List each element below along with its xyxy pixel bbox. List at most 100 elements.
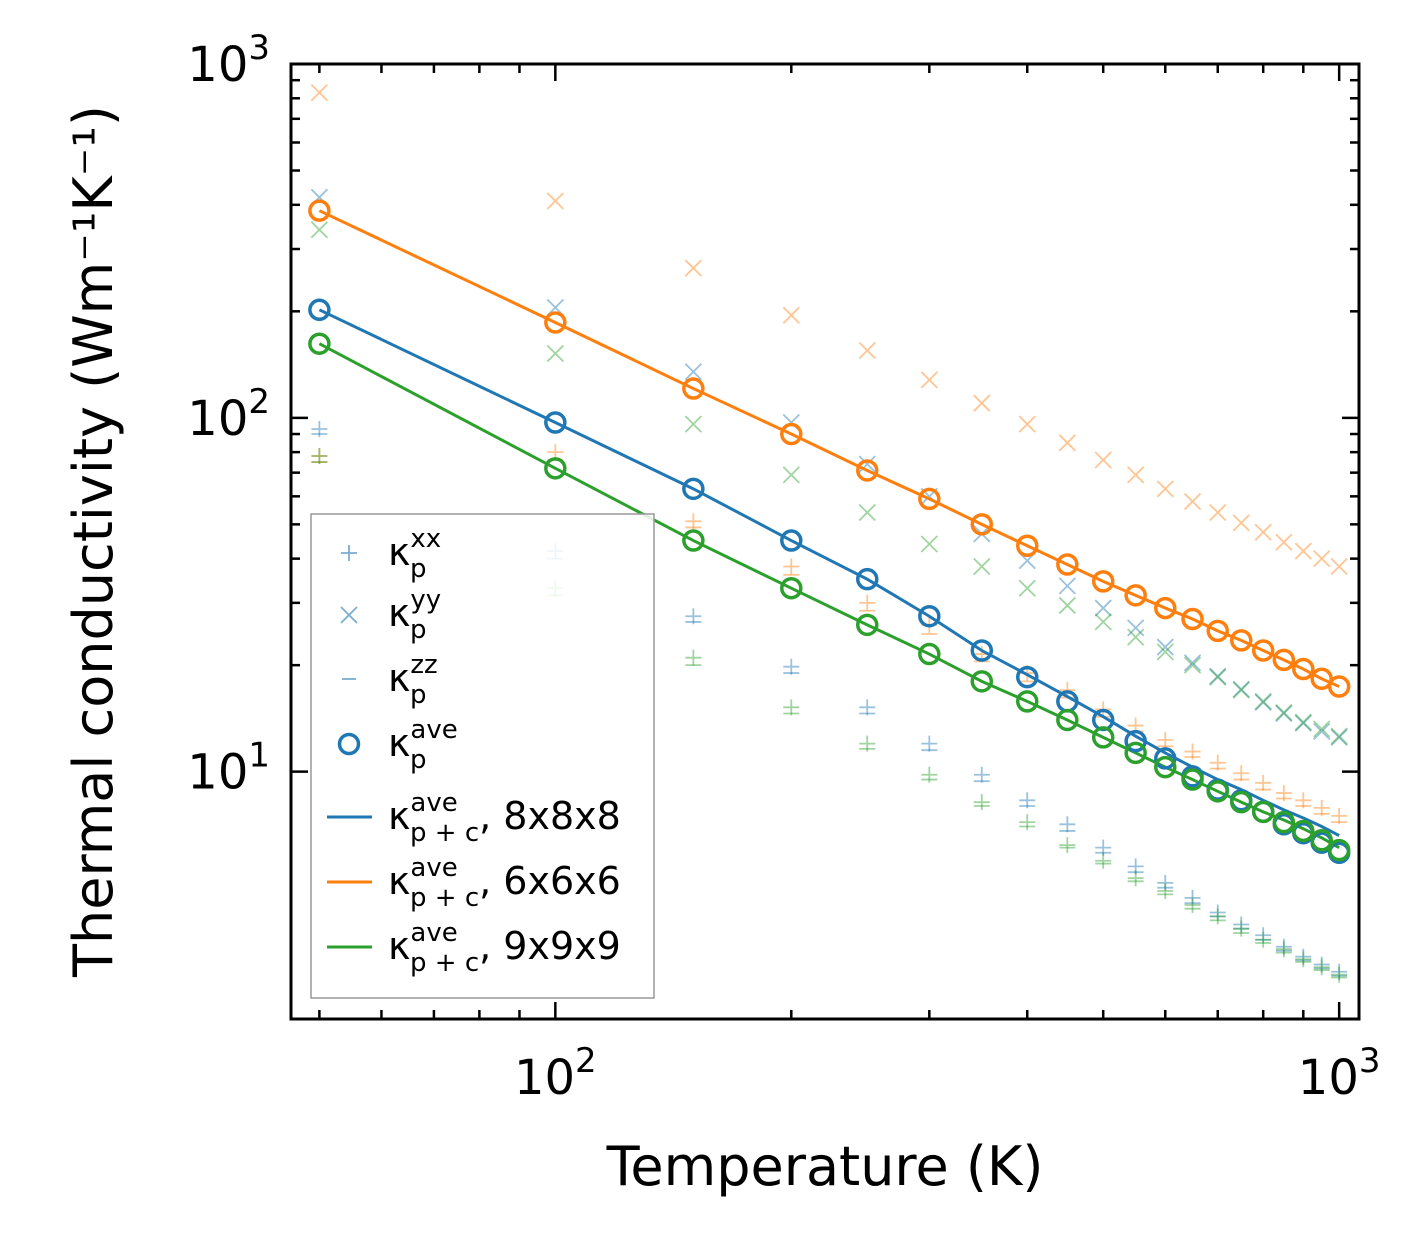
kxx-point: [1255, 931, 1272, 948]
kave-point: [1154, 755, 1177, 779]
kave-point: [1272, 648, 1296, 672]
kxx-point: [1233, 916, 1250, 933]
kyy-point: [920, 535, 938, 553]
kave-point: [1327, 675, 1351, 698]
kyy-point: [1330, 728, 1348, 747]
y-axis-label: Thermal conductivity (Wm⁻¹K⁻¹): [62, 105, 125, 978]
kxx-point: [1184, 889, 1201, 906]
kave-point: [970, 513, 994, 536]
legend-item: κzz p: [342, 650, 438, 710]
kyy-point: [546, 192, 564, 210]
axes: 102 103 101 102 103: [187, 28, 1380, 1106]
kpc-line-8x8x8: [318, 308, 1340, 837]
kave-point: [1124, 729, 1147, 753]
kyy-point: [684, 363, 703, 381]
kxx-point: [1184, 896, 1201, 913]
kxx-point: [1019, 814, 1036, 831]
kyy-point: [1330, 557, 1348, 576]
kave-point: [856, 459, 879, 482]
legend-label: κave p + c, 6x6x6: [388, 853, 621, 913]
kxx-point: [1209, 908, 1226, 925]
kave-point: [780, 576, 803, 600]
kyy-point: [1127, 628, 1145, 646]
legend-label: κyy p: [388, 585, 441, 645]
kave-point: [856, 613, 879, 637]
plot-frame: [289, 62, 1361, 1021]
kyy-point: [1156, 643, 1174, 661]
kyy-point: [310, 83, 329, 102]
kxx-point: [1295, 948, 1312, 965]
kave-point: [308, 199, 331, 222]
kave-point: [1327, 838, 1351, 862]
legend-item: κyy p: [340, 585, 441, 645]
kave-point: [1251, 800, 1275, 824]
kave-point: [1229, 790, 1253, 814]
kave-point: [1015, 690, 1039, 713]
legend-label: κave p: [388, 715, 458, 775]
kyy-point: [1058, 596, 1076, 615]
kave-point: [1251, 639, 1275, 662]
kyy-point: [546, 344, 564, 363]
legend-item: κave p + c, 6x6x6: [327, 853, 621, 913]
kave-point: [1292, 819, 1315, 843]
kyy-point: [1183, 656, 1202, 674]
kave-point: [682, 529, 705, 552]
kave-point: [1154, 747, 1177, 770]
kave-point: [1056, 553, 1079, 576]
legend-label: κave p + c, 9x9x9: [388, 918, 621, 978]
plot-marks: [308, 83, 1351, 983]
kave-point: [1292, 657, 1315, 681]
kxx-point: [1184, 743, 1201, 760]
kyy-point: [684, 259, 703, 277]
kxx-point: [311, 448, 328, 465]
kyy-point: [1018, 415, 1036, 433]
kave-circles-9x9x9: [308, 332, 1351, 862]
kyy-point: [1254, 692, 1272, 711]
kave-point: [1056, 708, 1079, 732]
kave-point: [970, 639, 994, 662]
kave-point: [780, 529, 803, 552]
kyy-point: [1294, 713, 1312, 731]
kyy-point: [684, 415, 703, 433]
kave-point: [918, 642, 941, 666]
kyy-point: [1156, 638, 1174, 656]
kyy-point: [1330, 727, 1348, 745]
kave-point: [308, 298, 331, 322]
kyy-point: [782, 466, 800, 484]
kave-point: [1181, 768, 1204, 791]
kave-circles-6x6x6: [308, 199, 1351, 698]
kxx-point: [1331, 807, 1348, 824]
kxx-point: [1157, 883, 1174, 900]
kave-point: [918, 604, 941, 628]
kxx-point: [1095, 852, 1112, 869]
kyy-point: [1254, 693, 1272, 711]
kxx-point: [783, 558, 800, 575]
kxx-point: [1059, 816, 1076, 833]
x-tick-label: 103: [1298, 1041, 1381, 1106]
kyy-point: [1094, 451, 1112, 469]
kxx-point: [1313, 799, 1330, 816]
kave-point: [856, 567, 879, 591]
kyy-point: [973, 557, 991, 576]
legend-label: κave p + c, 8x8x8: [388, 788, 621, 848]
kyy-point: [1094, 613, 1112, 631]
kave-point: [780, 422, 803, 446]
kxx-point: [1127, 858, 1144, 875]
kxx-point: [1209, 754, 1226, 771]
kyy-point: [1275, 533, 1293, 551]
kave-point: [544, 457, 567, 480]
legend-marker: [337, 732, 361, 756]
kyy-point: [1254, 523, 1272, 541]
kave-point: [308, 332, 331, 355]
kxx-point: [1157, 874, 1174, 891]
kyy-point: [1209, 668, 1227, 686]
kxx-point: [921, 766, 938, 783]
legend-label: κzz p: [388, 650, 438, 710]
kxx-point: [685, 513, 702, 530]
kave-point: [1015, 534, 1039, 558]
kxx-point: [1295, 951, 1312, 968]
kyy-point: [1058, 434, 1076, 452]
kyy-point: [1209, 667, 1227, 685]
